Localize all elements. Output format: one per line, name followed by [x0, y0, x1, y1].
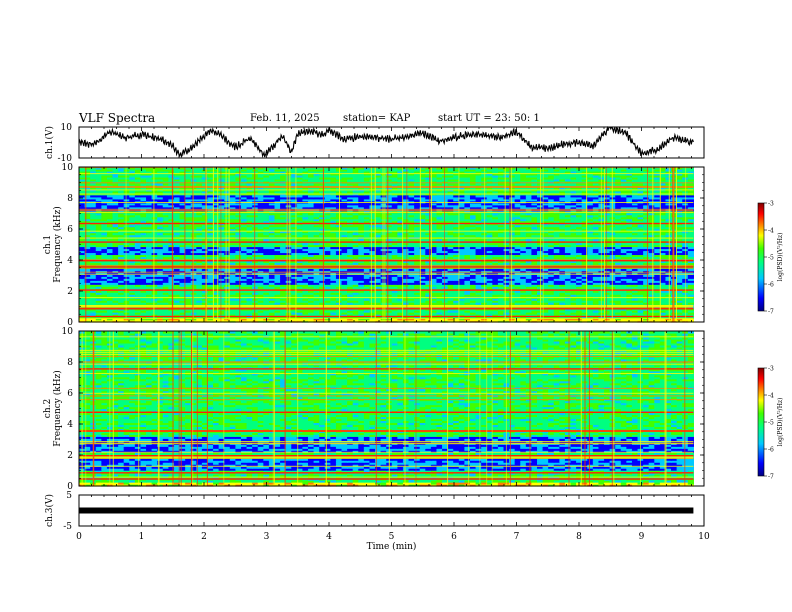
ch1-colorbar-tick-label: -7	[768, 309, 774, 316]
ch1-colorbar-tick-label: -6	[768, 282, 774, 289]
date-label: Feb. 11, 2025	[250, 113, 320, 124]
ch2-spectrogram-ytick-label: 6	[67, 389, 73, 399]
x-tick-label: 10	[698, 532, 710, 542]
ch1-ytick-label: -10	[58, 154, 73, 164]
ch2-colorbar	[757, 367, 765, 477]
x-tick-label: 3	[264, 532, 270, 542]
ch2-spectrogram-ytick-label: 0	[67, 482, 73, 492]
ch3-ytick-label: 5	[66, 491, 72, 501]
start-time-label: start UT = 23: 50: 1	[438, 113, 540, 124]
x-tick-label: 4	[326, 532, 332, 542]
ch2-colorbar-tick-label: -7	[768, 474, 774, 481]
ch2-colorbar-tick-label: -6	[768, 447, 774, 454]
ch2-colorbar-label: log(PSD)(V²/Hz)	[777, 398, 784, 447]
ch1-spectrogram-ytick-label: 10	[62, 163, 74, 173]
x-tick-label: 7	[514, 532, 520, 542]
ch1-colorbar-tick-label: -5	[768, 255, 774, 262]
x-tick-label: 0	[76, 532, 82, 542]
ch1-spectrogram-image	[79, 167, 694, 323]
ch1-spectrogram-ytick-label: 4	[67, 256, 73, 266]
ch1-ylabel: ch.1(V)	[44, 126, 55, 159]
ch3-ylabel: ch.3(V)	[44, 494, 55, 527]
ch1-colorbar	[757, 202, 765, 312]
ch2-spectrogram-ytick-label: 10	[62, 327, 74, 337]
ch2-spectrogram-ytick-label: 4	[67, 420, 73, 430]
x-tick-label: 8	[576, 532, 582, 542]
ch1-spectrogram-ylabel: ch.1	[43, 235, 53, 254]
ch2-colorbar-tick-label: -5	[768, 420, 774, 427]
ch1-spectrogram-ytick-label: 0	[67, 318, 73, 328]
x-tick-label: 9	[639, 532, 645, 542]
ch2-colorbar-tick-label: -3	[768, 366, 774, 373]
ch1-colorbar-tick-label: -4	[768, 228, 774, 235]
ch1-wave-frame	[78, 126, 705, 159]
ch1-spectrogram-ytick-label: 6	[67, 225, 73, 235]
x-tick-label: 5	[389, 532, 395, 542]
ch3-waveform-line	[79, 507, 694, 514]
ch2-spectrogram-ytick-label: 2	[67, 451, 73, 461]
ch1-spectrogram-ytick-label: 8	[67, 194, 73, 204]
ch1-spectrogram-ylabel-freq: Frequency (kHz)	[52, 206, 63, 283]
x-tick-label: 1	[139, 532, 145, 542]
ch3-ytick-label: -5	[63, 522, 72, 532]
ch1-spectrogram-ytick-label: 2	[67, 287, 73, 297]
ch2-spectrogram-image	[79, 331, 694, 487]
ch1-colorbar-tick-label: -3	[768, 201, 774, 208]
ch1-waveform-line	[78, 125, 694, 159]
ch2-spectrogram-ylabel-freq: Frequency (kHz)	[52, 370, 63, 447]
ch2-colorbar-tick-label: -4	[768, 393, 774, 400]
ch1-ytick-label: 10	[61, 123, 73, 133]
plot-title: VLF Spectra	[79, 111, 156, 125]
ch2-spectrogram-ytick-label: 8	[67, 358, 73, 368]
x-axis-label: Time (min)	[367, 541, 417, 552]
x-tick-label: 6	[451, 532, 457, 542]
x-tick-label: 2	[201, 532, 207, 542]
station-label: station= KAP	[343, 113, 411, 124]
ch1-colorbar-label: log(PSD)(V²/Hz)	[777, 233, 784, 282]
ch2-spectrogram-ylabel: ch.2	[43, 399, 53, 418]
